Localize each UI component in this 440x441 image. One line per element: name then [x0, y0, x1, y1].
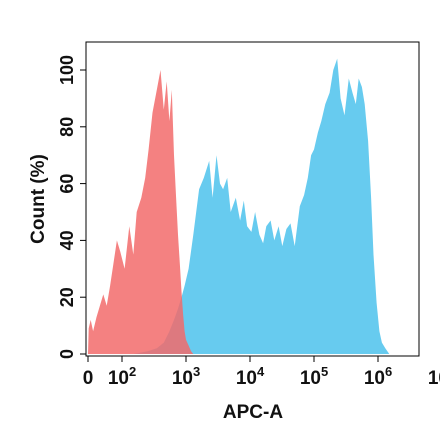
y-tick-label: 40 — [57, 230, 77, 250]
x-tick-label: 105 — [300, 364, 328, 389]
y-axis-ticks: 0 20 40 60 80 100 — [57, 55, 86, 359]
y-axis-title: Count (%) — [28, 154, 49, 244]
x-tick-label: 106 — [364, 364, 392, 389]
y-tick-label: 60 — [57, 174, 77, 194]
x-tick-label: 102 — [108, 364, 136, 389]
x-axis-title: APC-A — [223, 402, 283, 423]
x-tick-label: 107 — [428, 364, 440, 389]
y-tick-label: 20 — [57, 287, 77, 307]
x-tick-label: 103 — [172, 364, 200, 389]
y-tick-label: 100 — [57, 55, 77, 85]
y-tick-label: 0 — [57, 349, 77, 359]
y-tick-label: 80 — [57, 117, 77, 137]
plot-frame — [85, 41, 420, 357]
x-tick-label: 104 — [236, 364, 265, 389]
x-axis-ticks: 0 102 103 104 105 106 107 — [83, 356, 440, 389]
histogram-series-2 — [88, 58, 390, 354]
histogram-series-layer — [88, 58, 390, 354]
histogram-series-1 — [88, 70, 194, 354]
x-tick-label: 0 — [83, 368, 94, 389]
